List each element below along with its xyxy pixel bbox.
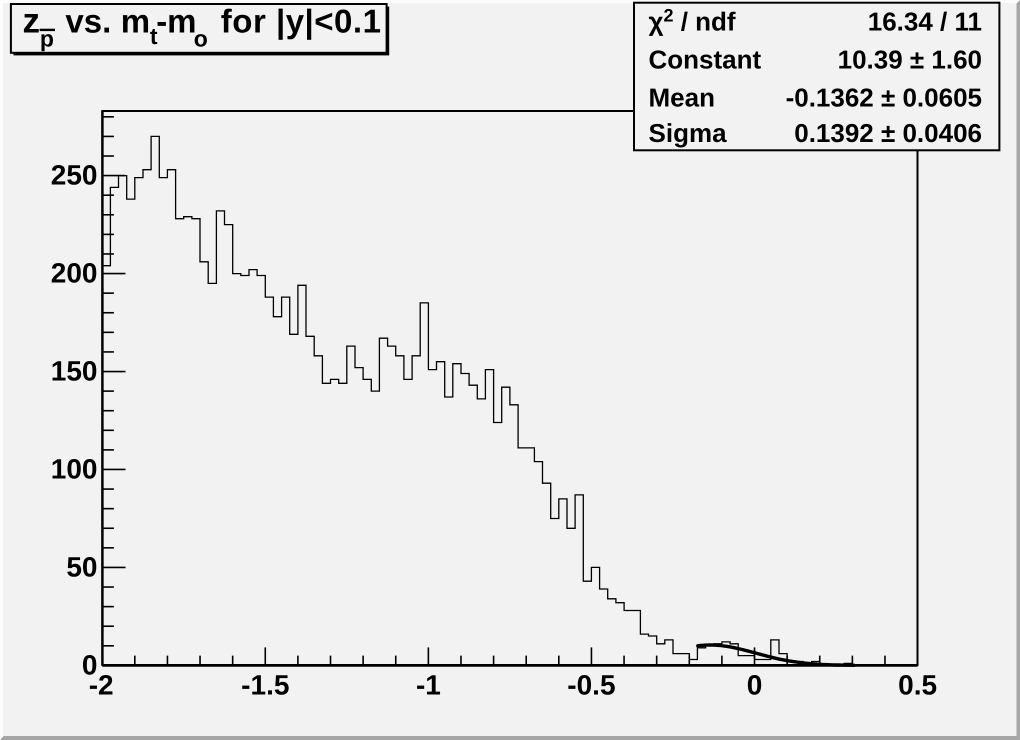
svg-text:0.5: 0.5 [898,670,937,701]
svg-text:-m: -m [156,3,196,40]
svg-text:χ2 / ndf: χ2 / ndf [649,6,736,37]
svg-text:Constant: Constant [649,45,762,75]
svg-text:vs.: vs. [65,3,111,40]
svg-text:-1.5: -1.5 [241,670,289,701]
svg-text:100: 100 [51,454,98,485]
svg-text:0: 0 [747,670,763,701]
svg-text:10.39 ± 1.60: 10.39 ± 1.60 [838,45,982,75]
svg-text:250: 250 [51,160,98,191]
svg-text:50: 50 [66,551,97,582]
svg-text:for |y|<0.1: for |y|<0.1 [221,3,382,41]
svg-text:200: 200 [51,258,98,289]
svg-text:o: o [194,25,208,51]
svg-text:t: t [150,23,158,49]
svg-text:-0.5: -0.5 [567,670,615,701]
svg-text:z: z [23,2,41,41]
svg-text:Mean: Mean [649,83,715,113]
svg-text:16.34 / 11: 16.34 / 11 [868,7,982,37]
svg-text:-1: -1 [416,670,441,701]
svg-text:p: p [40,26,54,52]
svg-text:0.1392 ± 0.0406: 0.1392 ± 0.0406 [794,118,982,148]
svg-text:m: m [121,3,150,40]
svg-text:-2: -2 [89,670,114,701]
svg-text:Sigma: Sigma [649,118,728,148]
svg-text:0: 0 [82,649,98,680]
svg-text:150: 150 [51,356,98,387]
svg-text:-0.1362 ± 0.0605: -0.1362 ± 0.0605 [786,83,982,113]
